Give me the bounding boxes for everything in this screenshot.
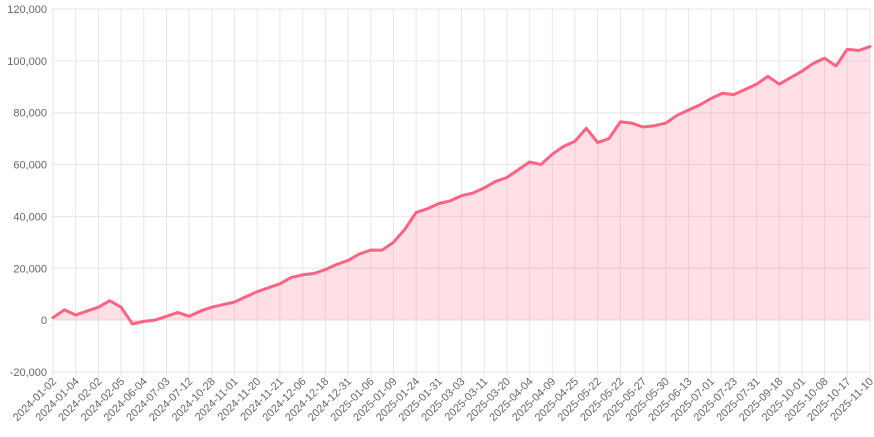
y-tick-label: 100,000 — [7, 56, 47, 68]
line — [51, 45, 872, 326]
y-tick-label: 60,000 — [13, 160, 47, 172]
y-tick-label: 0 — [41, 315, 47, 327]
y-tick-label: 20,000 — [13, 263, 47, 275]
y-tick-label: 80,000 — [13, 108, 47, 120]
y-tick-label: 120,000 — [7, 4, 47, 16]
y-tick-label: 40,000 — [13, 211, 47, 223]
y-tick-label: -20,000 — [10, 367, 47, 379]
area — [53, 46, 870, 324]
